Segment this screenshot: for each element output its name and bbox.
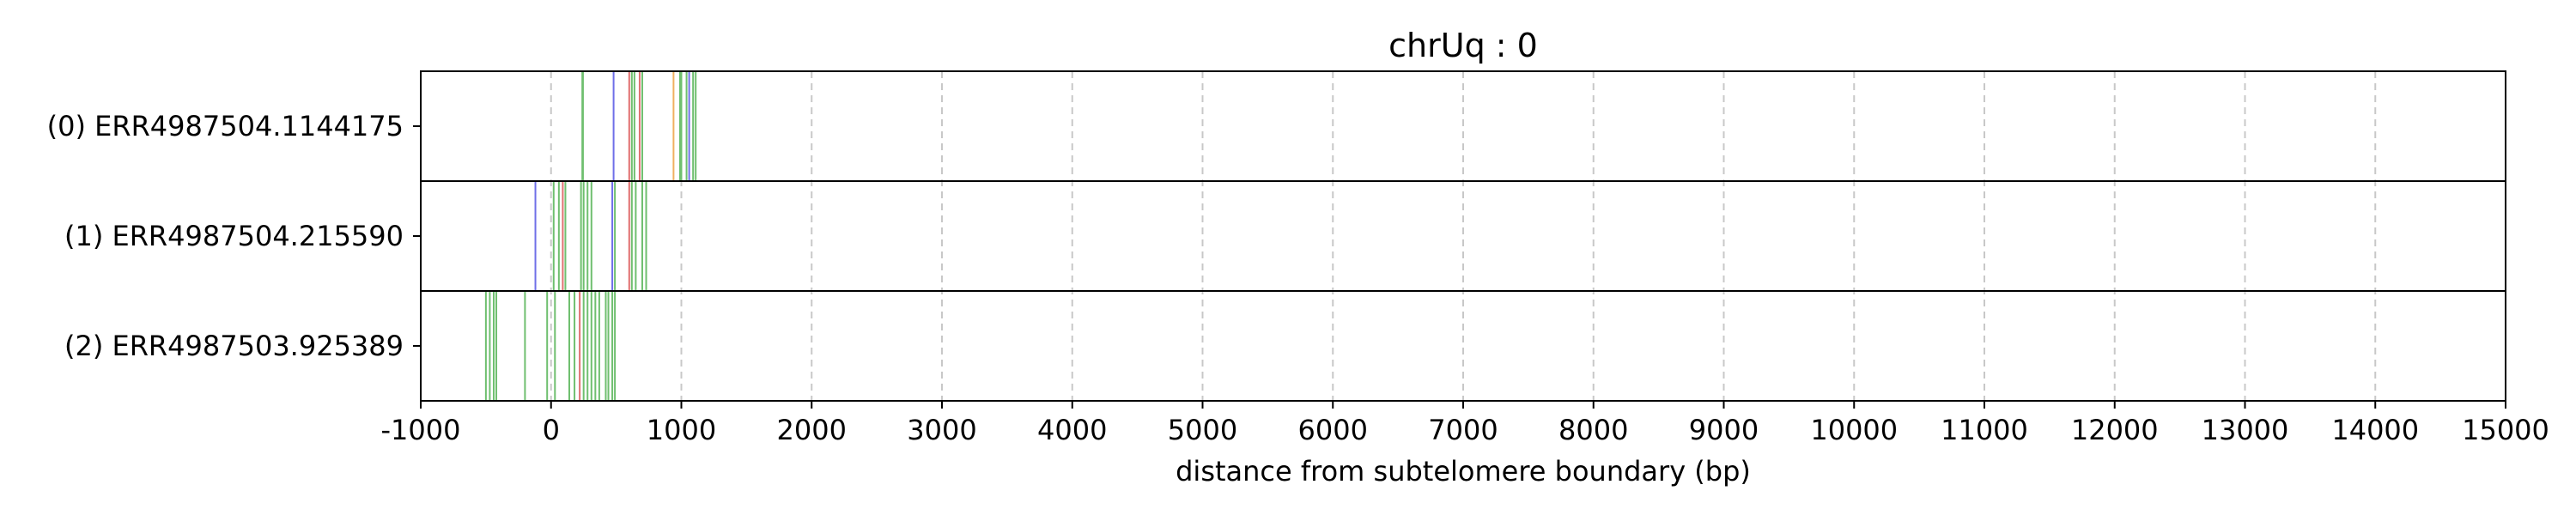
x-tick-label: 14000 — [2331, 414, 2419, 446]
row-label: (1) ERR4987504.215590 — [64, 220, 404, 252]
row-labels: (0) ERR4987504.1144175 (1) ERR4987504.215… — [47, 110, 421, 362]
event-lines — [484, 71, 697, 401]
x-tick-label: 13000 — [2202, 414, 2289, 446]
x-tick-label: 3000 — [907, 414, 976, 446]
x-tick-label: 8000 — [1558, 414, 1628, 446]
x-tick-label: 11000 — [1941, 414, 2028, 446]
row-label: (2) ERR4987503.925389 — [64, 330, 404, 362]
x-gridlines — [420, 71, 2506, 401]
x-tick-label: 9000 — [1689, 414, 1759, 446]
row-label: (0) ERR4987504.1144175 — [47, 110, 404, 142]
x-axis: -1000 0 1000 2000 3000 4000 5000 6000 7000 8000 90… — [381, 401, 2549, 446]
x-tick-label: 1000 — [647, 414, 716, 446]
x-tick-label: 10000 — [1810, 414, 1898, 446]
x-axis-label: distance from subtelomere boundary (bp) — [1176, 455, 1751, 488]
x-tick-label: 5000 — [1168, 414, 1237, 446]
x-tick-label: 0 — [543, 414, 560, 446]
x-tick-label: 2000 — [777, 414, 847, 446]
x-tick-label: 7000 — [1428, 414, 1498, 446]
x-tick-label: 12000 — [2071, 414, 2159, 446]
x-tick-label: -1000 — [381, 414, 461, 446]
chart-title: chrUq : 0 — [1388, 27, 1538, 64]
x-tick-label: 15000 — [2462, 414, 2549, 446]
x-tick-label: 4000 — [1037, 414, 1107, 446]
x-tick-label: 6000 — [1298, 414, 1368, 446]
